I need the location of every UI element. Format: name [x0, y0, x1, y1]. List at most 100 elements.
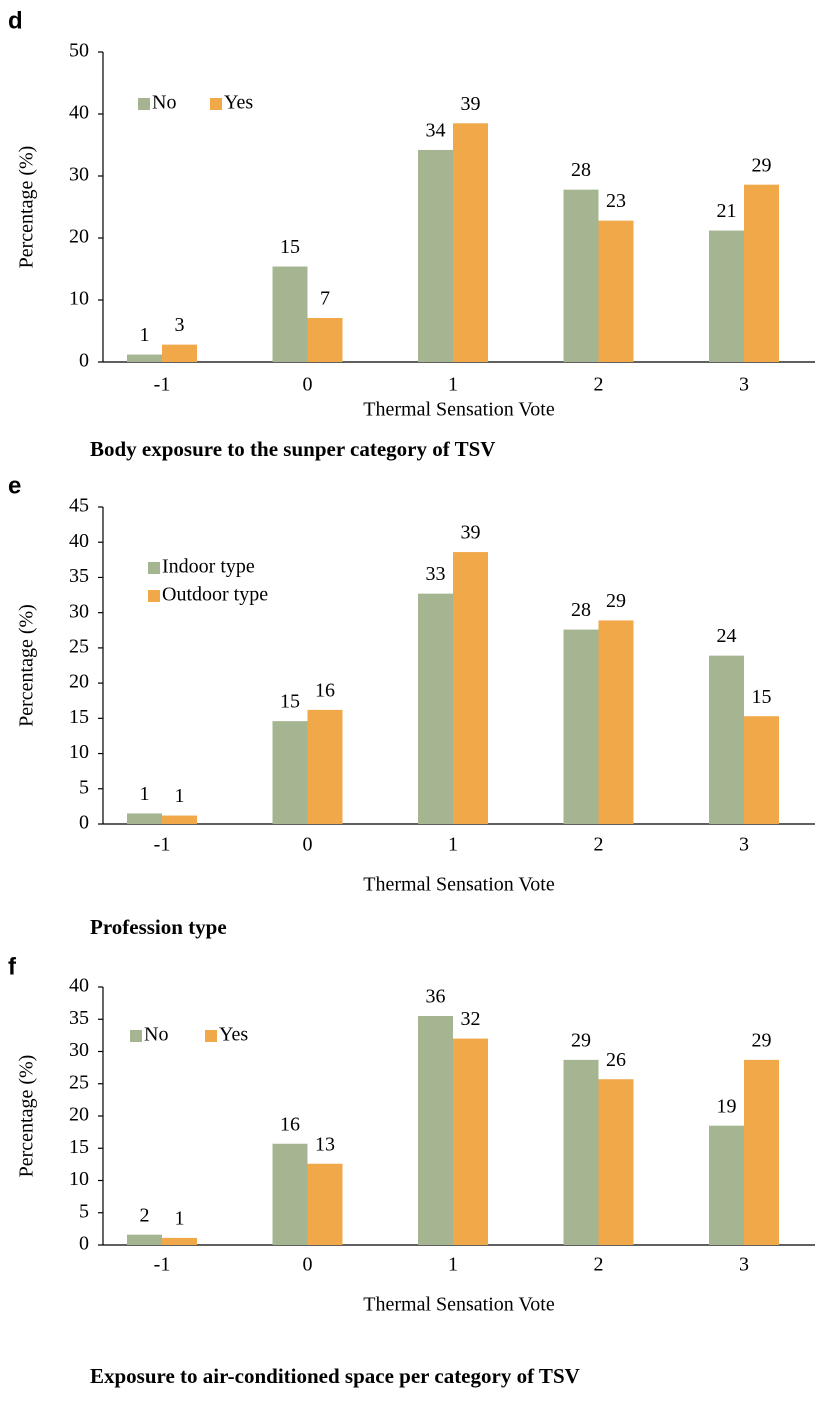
bar: [127, 813, 162, 824]
y-tick-label: 20: [69, 671, 89, 693]
y-tick-label: 10: [69, 288, 89, 310]
y-tick-label: 30: [69, 1039, 89, 1061]
bar: [272, 266, 308, 362]
value-label: 13: [315, 1133, 335, 1155]
bar: [744, 184, 779, 362]
bar: [272, 1143, 308, 1245]
y-tick-label: 40: [69, 530, 89, 552]
bar: [307, 709, 343, 824]
value-label: 24: [717, 625, 737, 647]
y-tick-label: 20: [69, 1104, 89, 1126]
x-tick-label: 1: [448, 374, 458, 396]
y-tick-label: 0: [79, 350, 89, 372]
value-label: 39: [461, 522, 481, 544]
y-tick-label: 20: [69, 226, 89, 248]
y-tick-label: 40: [69, 102, 89, 124]
legend-swatch: [205, 1030, 217, 1042]
legend-swatch: [148, 562, 160, 574]
x-tick-label: 2: [594, 374, 604, 396]
value-label: 15: [280, 236, 300, 258]
bar: [162, 815, 197, 824]
x-tick-label: 0: [303, 1254, 313, 1276]
value-label: 1: [175, 1207, 185, 1229]
x-tick-label: 3: [739, 1254, 749, 1276]
legend-label: No: [152, 92, 176, 114]
bar: [598, 1079, 634, 1245]
value-label: 15: [280, 691, 300, 713]
value-label: 29: [606, 590, 626, 612]
bar: [162, 1237, 197, 1245]
bar: [453, 1038, 488, 1245]
panel-letter: f: [8, 953, 17, 980]
value-label: 1: [140, 783, 150, 805]
y-tick-label: 5: [79, 1200, 89, 1222]
bar: [563, 1059, 599, 1245]
bar: [307, 317, 343, 362]
bar: [744, 716, 779, 824]
value-label: 29: [752, 1029, 772, 1051]
y-tick-label: 30: [69, 600, 89, 622]
x-tick-label: 2: [594, 1254, 604, 1276]
bar: [307, 1163, 343, 1245]
y-tick-label: 10: [69, 741, 89, 763]
y-tick-label: 50: [69, 40, 89, 62]
bar: [162, 344, 197, 362]
y-tick-label: 25: [69, 635, 89, 657]
bar: [598, 620, 634, 824]
bar: [709, 230, 744, 362]
value-label: 29: [752, 154, 772, 176]
x-axis-label: Thermal Sensation Vote: [363, 1294, 555, 1316]
value-label: 39: [461, 93, 481, 115]
value-label: 29: [571, 1029, 591, 1051]
x-tick-label: 1: [448, 834, 458, 856]
bar: [127, 1234, 162, 1245]
y-tick-label: 30: [69, 164, 89, 186]
legend-swatch: [148, 590, 160, 602]
x-tick-label: -1: [154, 374, 171, 396]
bar: [563, 629, 599, 824]
legend-swatch: [130, 1030, 142, 1042]
x-tick-label: 1: [448, 1254, 458, 1276]
y-tick-label: 35: [69, 565, 89, 587]
x-tick-label: 0: [303, 374, 313, 396]
value-label: 16: [280, 1113, 300, 1135]
x-axis-label: Thermal Sensation Vote: [363, 399, 555, 421]
value-label: 1: [140, 324, 150, 346]
value-label: 36: [426, 986, 446, 1008]
y-tick-label: 15: [69, 706, 89, 728]
value-label: 32: [461, 1008, 481, 1030]
y-axis-label: Percentage (%): [16, 146, 38, 269]
panel-letter: e: [8, 472, 21, 499]
y-tick-label: 25: [69, 1071, 89, 1093]
value-label: 16: [315, 679, 335, 701]
y-axis-label: Percentage (%): [16, 1055, 38, 1178]
y-axis-label: Percentage (%): [16, 604, 38, 727]
bar: [709, 1125, 744, 1245]
value-label: 21: [717, 200, 737, 222]
y-tick-label: 5: [79, 776, 89, 798]
y-tick-label: 0: [79, 1233, 89, 1255]
caption: Profession type: [90, 915, 227, 939]
bar: [453, 552, 488, 824]
bar: [563, 189, 599, 362]
x-tick-label: 3: [739, 374, 749, 396]
value-label: 15: [752, 686, 772, 708]
value-label: 1: [175, 785, 185, 807]
bar: [272, 721, 308, 824]
value-label: 2: [140, 1204, 150, 1226]
y-tick-label: 45: [69, 495, 89, 517]
legend-label: Outdoor type: [162, 584, 268, 606]
value-label: 28: [571, 599, 591, 621]
value-label: 28: [571, 159, 591, 181]
x-tick-label: 2: [594, 834, 604, 856]
legend-swatch: [138, 98, 150, 110]
bar: [744, 1059, 779, 1245]
y-tick-label: 40: [69, 975, 89, 997]
value-label: 23: [606, 190, 626, 212]
legend-label: Indoor type: [162, 556, 255, 578]
value-label: 26: [606, 1049, 626, 1071]
x-tick-label: 0: [303, 834, 313, 856]
bar: [453, 123, 488, 362]
legend-label: No: [144, 1024, 168, 1046]
